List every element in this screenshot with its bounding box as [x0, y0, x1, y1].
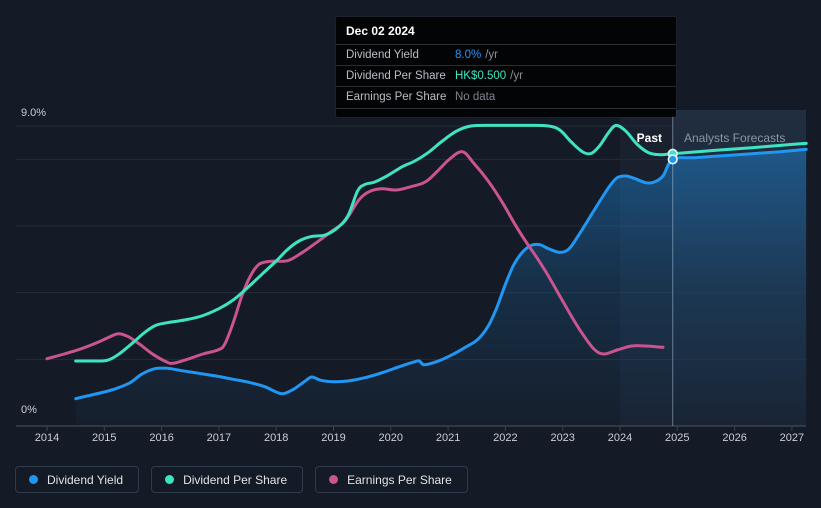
legend-item-earnings-per-share[interactable]: Earnings Per Share	[315, 466, 468, 493]
chart-tooltip: Dec 02 2024 Dividend Yield 8.0% /yr Divi…	[336, 17, 676, 117]
tooltip-value: No data	[455, 91, 496, 103]
x-tick-label: 2015	[92, 432, 117, 444]
marker-dot	[667, 154, 678, 165]
earnings-per-share-dot-icon	[329, 475, 339, 484]
x-tick-label: 2023	[550, 432, 575, 444]
x-tick-label: 2016	[149, 432, 174, 444]
series-line-dividend-yield	[74, 147, 808, 401]
tooltip-row-dividend-per-share: Dividend Per Share HK$0.500 /yr	[336, 65, 676, 86]
tooltip-value: HK$0.500	[455, 70, 507, 82]
dividend-per-share-dot-icon	[165, 475, 175, 484]
series-line-dividend-per-share	[74, 123, 808, 363]
legend-item-dividend-yield[interactable]: Dividend Yield	[15, 466, 140, 493]
x-tick-label: 2027	[779, 432, 805, 444]
y-axis-min-label: 0%	[21, 404, 37, 416]
y-axis-max-label: 9.0%	[21, 107, 47, 119]
dividend-yield-area	[75, 149, 807, 426]
tooltip-value-suffix: /yr	[485, 49, 498, 61]
x-tick-label: 2026	[722, 432, 747, 444]
tooltip-label: Dividend Yield	[346, 49, 419, 61]
analysts-forecasts-label: Analysts Forecasts	[684, 131, 786, 145]
x-tick-label: 2022	[493, 432, 518, 444]
tooltip-label: Dividend Per Share	[346, 70, 446, 82]
legend-label: Earnings Per Share	[347, 472, 452, 487]
x-tick-label: 2017	[206, 432, 232, 444]
legend-item-dividend-per-share[interactable]: Dividend Per Share	[151, 466, 304, 493]
legend-label: Dividend Per Share	[183, 472, 288, 487]
x-tick-label: 2025	[665, 432, 690, 444]
tooltip-value-suffix: /yr	[510, 70, 523, 82]
tooltip-label: Earnings Per Share	[346, 91, 447, 103]
x-tick-label: 2018	[263, 432, 289, 444]
x-tick-label: 2020	[378, 432, 404, 444]
x-tick-label: 2014	[34, 432, 60, 444]
tooltip-row-dividend-yield: Dividend Yield 8.0% /yr	[336, 44, 676, 65]
tooltip-date: Dec 02 2024	[346, 24, 415, 38]
x-tick-label: 2019	[321, 432, 346, 444]
past-label: Past	[636, 131, 662, 145]
x-tick-label: 2021	[435, 432, 461, 444]
series-line-earnings-per-share	[45, 150, 665, 365]
legend-label: Dividend Yield	[47, 472, 124, 487]
x-axis: 2014 2015 2016 2017 2018 2019 2020 2021 2022 2023…	[0, 432, 821, 448]
x-tick-label: 2024	[607, 432, 633, 444]
dividend-yield-dot-icon	[29, 475, 38, 484]
tooltip-value: 8.0%	[455, 49, 482, 61]
chart-canvas[interactable]	[0, 0, 821, 455]
chart-legend: Dividend Yield Dividend Per Share Earnin…	[15, 466, 468, 493]
tooltip-row-earnings-per-share: Earnings Per Share No data	[336, 86, 676, 109]
